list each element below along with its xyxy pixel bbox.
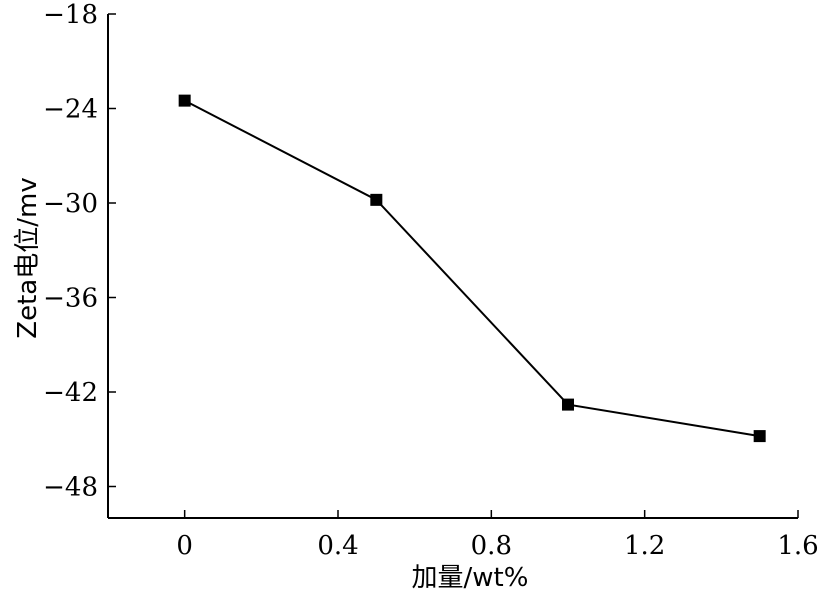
y-tick-label: −24 — [43, 95, 98, 125]
x-tick-label: 0.8 — [471, 531, 512, 561]
y-axis-title: Zeta电位/mv — [13, 177, 43, 338]
axes — [107, 14, 798, 519]
y-axis-ticks: −18 −24 −30 −36 −42 −48 — [43, 0, 116, 503]
y-tick-label: −48 — [43, 473, 98, 503]
data-point — [562, 398, 574, 411]
y-tick-label: −30 — [43, 189, 98, 219]
x-tick-label: 0 — [176, 531, 193, 561]
x-tick-label: 1.2 — [624, 531, 665, 561]
data-point — [370, 193, 383, 206]
y-tick-label: −18 — [43, 0, 98, 30]
x-axis-ticks: 0 0.4 0.8 1.2 1.6 — [176, 510, 819, 561]
data-point — [753, 430, 766, 443]
x-axis-title: 加量/wt% — [412, 563, 529, 593]
x-tick-label: 0.4 — [317, 531, 358, 561]
series-line — [184, 99, 760, 438]
y-tick-label: −42 — [43, 378, 98, 408]
series-group — [178, 94, 766, 443]
x-tick-label: 1.6 — [777, 531, 818, 561]
y-tick-label: −36 — [43, 284, 98, 314]
data-point — [178, 94, 191, 107]
